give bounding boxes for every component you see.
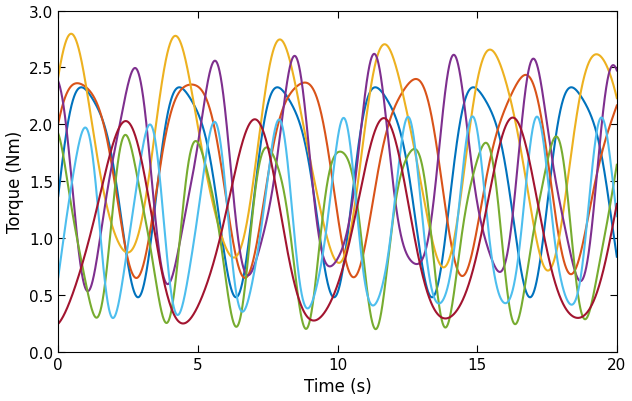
X-axis label: Time (s): Time (s) bbox=[303, 377, 372, 395]
Y-axis label: Torque (Nm): Torque (Nm) bbox=[6, 131, 23, 233]
